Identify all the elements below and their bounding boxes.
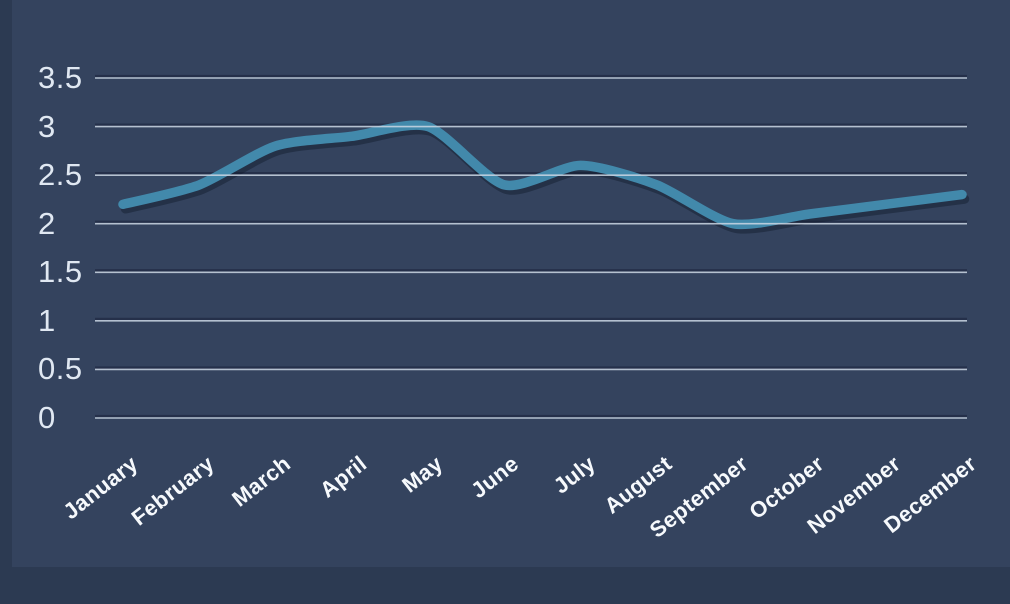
y-axis-tick-label: 2.5: [38, 157, 83, 193]
series-line-shadow: [120, 124, 970, 234]
y-axis-tick-label: 3: [38, 108, 56, 144]
y-axis-tick-label: 1: [38, 302, 56, 338]
y-axis-tick-label: 1.5: [38, 254, 83, 290]
y-axis-tick-label: 0: [38, 399, 56, 435]
y-axis-tick-label: 3.5: [38, 59, 83, 95]
series-line: [118, 120, 967, 230]
y-axis-tick-label: 0.5: [38, 351, 83, 387]
y-axis-tick-label: 2: [38, 205, 56, 241]
chart-panel: [12, 0, 1010, 567]
